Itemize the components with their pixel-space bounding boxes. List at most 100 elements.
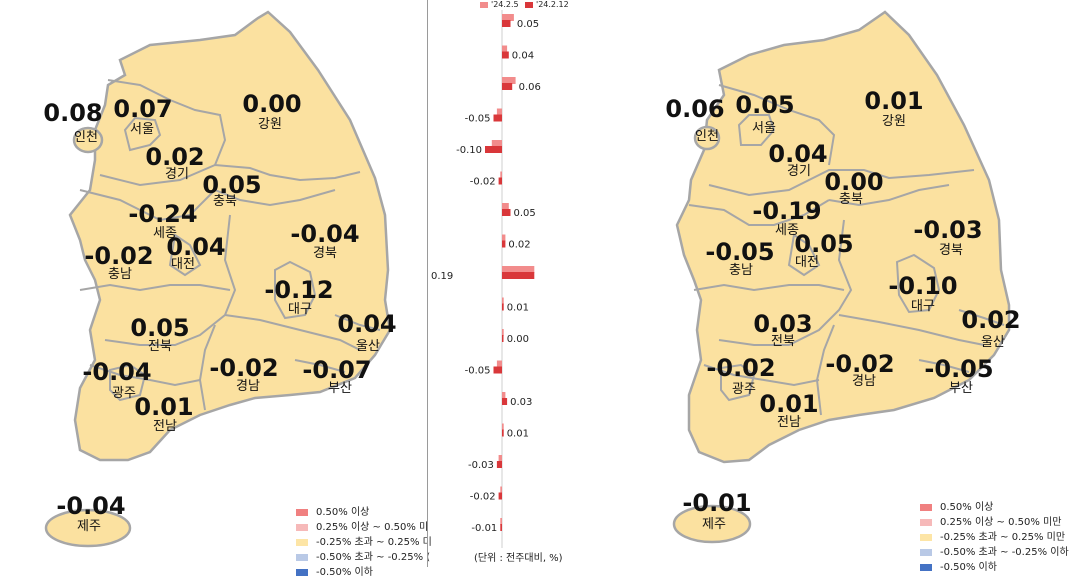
bar-prev-12	[502, 392, 506, 399]
bar-legend-curr: '24.2.12	[525, 0, 569, 9]
right-region-name-5: 세종	[775, 223, 799, 238]
right-region-value-0: 0.06	[665, 95, 724, 123]
left-region-name-15: 전남	[153, 419, 177, 434]
legend-label: -0.50% 이하	[316, 567, 373, 578]
right-region-value-2: 0.01	[864, 87, 923, 115]
right-map-panel: 0.06 인천 0.05 서울 0.01 강원 0.04 경기 0.00 충북 -0.19 세종 0.0…	[589, 0, 1082, 573]
left-region-name-8: 경북	[313, 246, 337, 261]
bar-label-6: 0.05	[514, 208, 536, 219]
right-region-value-5: -0.19	[752, 197, 821, 225]
legend-label: 0.50% 이상	[940, 502, 994, 513]
left-region-value-16: -0.04	[56, 492, 125, 520]
bar-label-9: 0.01	[507, 303, 529, 314]
mainland-shape	[675, 10, 1011, 464]
right-region-name-1: 서울	[752, 121, 776, 136]
legend-prev-label: '24.2.5	[491, 0, 519, 9]
left-region-name-14: 부산	[328, 381, 352, 396]
left-region-value-2: 0.00	[242, 90, 301, 118]
bar-curr-10	[502, 335, 504, 342]
legend-swatch-4	[920, 549, 932, 556]
legend-swatch-1	[296, 509, 308, 516]
bar-curr-6	[502, 209, 511, 216]
right-region-name-0: 인천	[695, 129, 719, 144]
right-region-value-15: 0.01	[759, 390, 818, 418]
legend-swatch-5	[296, 569, 308, 576]
bar-curr-12	[502, 398, 508, 405]
right-region-name-6: 대전	[795, 255, 819, 270]
bar-curr-3	[493, 114, 502, 122]
left-region-name-1: 서울	[130, 122, 154, 137]
right-region-value-8: -0.03	[913, 216, 982, 244]
left-region-name-9: 대구	[288, 302, 312, 317]
left-region-name-7: 충남	[108, 267, 132, 282]
unit-label: (단위 : 전주대비, %)	[474, 553, 563, 564]
right-region-name-9: 대구	[911, 299, 935, 314]
bar-label-15: -0.02	[470, 492, 496, 503]
right-region-name-13: 경남	[852, 374, 876, 389]
bar-prev-15	[500, 486, 502, 494]
right-region-name-15: 전남	[777, 415, 801, 430]
bar-prev-5	[500, 171, 502, 179]
left-region-value-0: 0.08	[43, 99, 102, 127]
bar-curr-15	[498, 492, 502, 500]
legend-swatch-curr	[525, 1, 533, 8]
legend-label: 0.25% 이상 ~ 0.50% 미	[316, 522, 429, 533]
bar-prev-2	[502, 77, 516, 84]
right-region-name-7: 충남	[729, 263, 753, 278]
right-region-name-3: 경기	[787, 164, 811, 179]
bar-curr-11	[493, 366, 502, 374]
right-region-name-12: 광주	[732, 382, 756, 397]
legend-swatch-prev	[480, 1, 488, 8]
bar-label-2: 0.06	[519, 82, 541, 93]
left-region-name-5: 세종	[153, 226, 177, 241]
legend-swatch-2	[296, 524, 308, 531]
left-region-name-16: 제주	[77, 519, 101, 534]
left-region-value-6: 0.04	[166, 233, 225, 261]
bar-curr-2	[502, 83, 513, 90]
left-region-value-14: -0.07	[302, 356, 371, 384]
left-region-value-10: 0.04	[337, 310, 396, 338]
right-region-value-9: -0.10	[888, 272, 957, 300]
bar-label-5: -0.02	[470, 177, 496, 188]
legend-label: -0.25% 초과 ~ 0.25% 미만	[940, 532, 1066, 543]
bar-legend-prev: '24.2.5	[480, 0, 519, 9]
right-region-value-13: -0.02	[825, 350, 894, 378]
mainland-shape	[68, 10, 392, 462]
left-map-panel: 0.08 인천 0.07 서울 0.00 강원 0.02 경기 0.05 충북 -0.24 세종 0.0…	[0, 0, 432, 578]
incheon-shape	[72, 126, 104, 154]
bar-label-11: -0.05	[465, 366, 491, 377]
bar-label-14: -0.03	[468, 460, 494, 471]
legend-swatch-3	[920, 534, 932, 541]
left-region-name-12: 광주	[112, 386, 136, 401]
legend-label: 0.25% 이상 ~ 0.50% 미만	[940, 517, 1062, 528]
bar-prev-16	[500, 518, 502, 525]
bar-label-4: -0.10	[456, 145, 482, 156]
bar-label-12: 0.03	[510, 397, 532, 408]
bar-curr-5	[498, 177, 502, 185]
right-region-value-1: 0.05	[735, 91, 794, 119]
left-region-name-13: 경남	[236, 379, 260, 394]
right-region-name-8: 경북	[939, 243, 963, 258]
bar-prev-10	[502, 329, 504, 336]
right-region-value-10: 0.02	[961, 306, 1020, 334]
right-region-value-16: -0.01	[682, 489, 751, 517]
left-region-value-15: 0.01	[134, 393, 193, 421]
bar-prev-9	[502, 297, 504, 305]
bar-curr-9	[502, 303, 504, 311]
left-region-value-12: -0.04	[82, 358, 151, 386]
bar-prev-11	[496, 360, 502, 368]
right-region-name-14: 부산	[949, 381, 973, 396]
bar-label-8: 0.19	[431, 271, 453, 282]
right-region-value-6: 0.05	[794, 230, 853, 258]
legend-swatch-1	[920, 504, 932, 511]
legend-curr-label: '24.2.12	[536, 0, 569, 9]
bar-curr-7	[502, 240, 506, 248]
legend-swatch-2	[920, 519, 932, 526]
bar-curr-14	[496, 461, 502, 468]
province-borders	[688, 84, 1005, 416]
right-map-legend: 0.50% 이상 0.25% 이상 ~ 0.50% 미만 -0.25% 초과 ~…	[920, 500, 1069, 575]
left-region-value-5: -0.24	[128, 200, 197, 228]
bar-prev-7	[502, 234, 506, 242]
